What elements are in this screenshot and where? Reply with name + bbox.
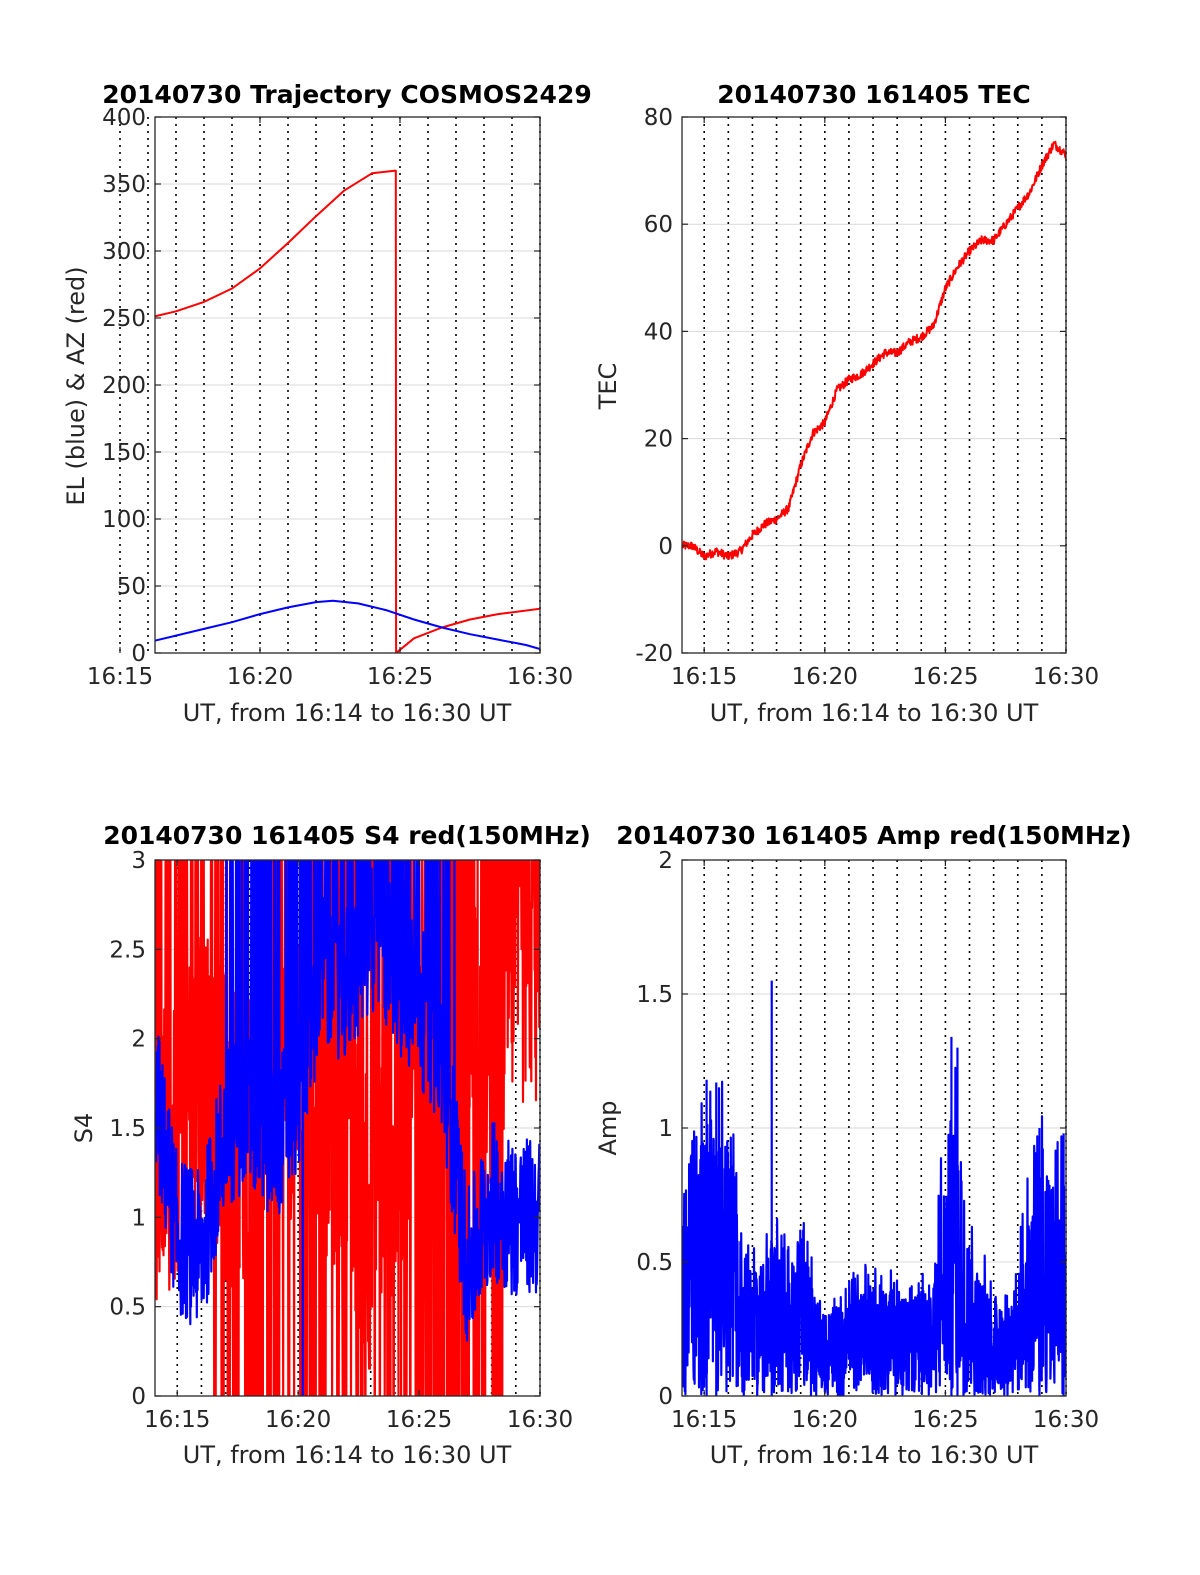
trajectory-ytick-label: 50 xyxy=(117,574,146,600)
amp-xtick-label: 16:15 xyxy=(671,1407,737,1433)
s4-ytick-label: 3 xyxy=(131,848,146,874)
amp-xtick-label: 16:30 xyxy=(1033,1407,1099,1433)
trajectory-ytick-label: 400 xyxy=(102,105,146,131)
amp-ytick-label: 0 xyxy=(658,1384,673,1410)
tec-title: 20140730 161405 TEC xyxy=(717,80,1030,109)
tec-xtick-label: 16:15 xyxy=(671,664,737,690)
s4-ytick-label: 2 xyxy=(131,1027,146,1053)
s4-xtick-label: 16:25 xyxy=(386,1407,452,1433)
tec-xtick-label: 16:20 xyxy=(792,664,858,690)
amp-series-blue xyxy=(682,1066,1066,1396)
trajectory-xlabel: UT, from 16:14 to 16:30 UT xyxy=(183,699,512,727)
s4-ylabel: S4 xyxy=(70,1113,98,1144)
amp-title: 20140730 161405 Amp red(150MHz) xyxy=(616,821,1132,850)
trajectory-xtick-label: 16:30 xyxy=(507,664,573,690)
amp-ylabel: Amp xyxy=(594,1100,622,1155)
amp-ytick-label: 0.5 xyxy=(636,1250,673,1276)
s4-xtick-label: 16:15 xyxy=(144,1407,210,1433)
s4-ytick-label: 0 xyxy=(131,1384,146,1410)
amp-xtick-label: 16:20 xyxy=(792,1407,858,1433)
trajectory-ytick-label: 0 xyxy=(131,641,146,667)
trajectory-ylabel: EL (blue) & AZ (red) xyxy=(62,266,90,505)
tec-ytick-label: 20 xyxy=(644,427,673,453)
tec-ytick-label: 80 xyxy=(644,105,673,131)
trajectory-ytick-label: 350 xyxy=(102,172,146,198)
tec-ylabel: TEC xyxy=(594,363,622,411)
s4-xtick-label: 16:20 xyxy=(265,1407,331,1433)
s4-panel: 20140730 161405 S4 red(150MHz) UT, from … xyxy=(70,821,591,1469)
trajectory-panel: 20140730 Trajectory COSMOS2429 UT, from … xyxy=(62,80,592,727)
tec-xtick-label: 16:25 xyxy=(912,664,978,690)
tec-xtick-label: 16:30 xyxy=(1033,664,1099,690)
trajectory-ytick-label: 200 xyxy=(102,373,146,399)
tec-ytick-label: 0 xyxy=(658,534,673,560)
s4-ytick-label: 2.5 xyxy=(109,937,146,963)
tec-axes-box xyxy=(681,116,1067,654)
trajectory-title: 20140730 Trajectory COSMOS2429 xyxy=(102,80,592,109)
trajectory-series-red xyxy=(155,169,540,653)
trajectory-ytick-label: 100 xyxy=(102,507,146,533)
trajectory-ytick-label: 250 xyxy=(102,306,146,332)
trajectory-xtick-label: 16:25 xyxy=(367,664,433,690)
s4-xtick-label: 16:30 xyxy=(507,1407,573,1433)
trajectory-xtick-label: 16:20 xyxy=(227,664,293,690)
tec-ytick-label: -20 xyxy=(635,641,673,667)
trajectory-ytick-label: 300 xyxy=(102,239,146,265)
amp-panel: 20140730 161405 Amp red(150MHz) UT, from… xyxy=(594,821,1132,1469)
trajectory-ytick-label: 150 xyxy=(102,440,146,466)
s4-title: 20140730 161405 S4 red(150MHz) xyxy=(103,821,591,850)
s4-ytick-label: 1 xyxy=(131,1205,146,1231)
tec-series-red xyxy=(682,140,1066,561)
trajectory-xtick-label: 16:15 xyxy=(87,664,153,690)
amp-xlabel: UT, from 16:14 to 16:30 UT xyxy=(710,1441,1039,1469)
amp-ytick-label: 1.5 xyxy=(636,982,673,1008)
amp-ytick-label: 1 xyxy=(658,1116,673,1142)
amp-xtick-label: 16:25 xyxy=(912,1407,978,1433)
amp-ytick-label: 2 xyxy=(658,848,673,874)
s4-ytick-label: 0.5 xyxy=(109,1295,146,1321)
tec-panel: 20140730 161405 TEC UT, from 16:14 to 16… xyxy=(594,80,1099,727)
tec-ytick-label: 60 xyxy=(644,212,673,238)
tec-xlabel: UT, from 16:14 to 16:30 UT xyxy=(710,699,1039,727)
s4-series-blue xyxy=(155,860,540,1396)
trajectory-series-blue xyxy=(155,599,540,650)
tec-ytick-label: 40 xyxy=(644,319,673,345)
s4-xlabel: UT, from 16:14 to 16:30 UT xyxy=(183,1441,512,1469)
s4-ytick-label: 1.5 xyxy=(109,1116,146,1142)
